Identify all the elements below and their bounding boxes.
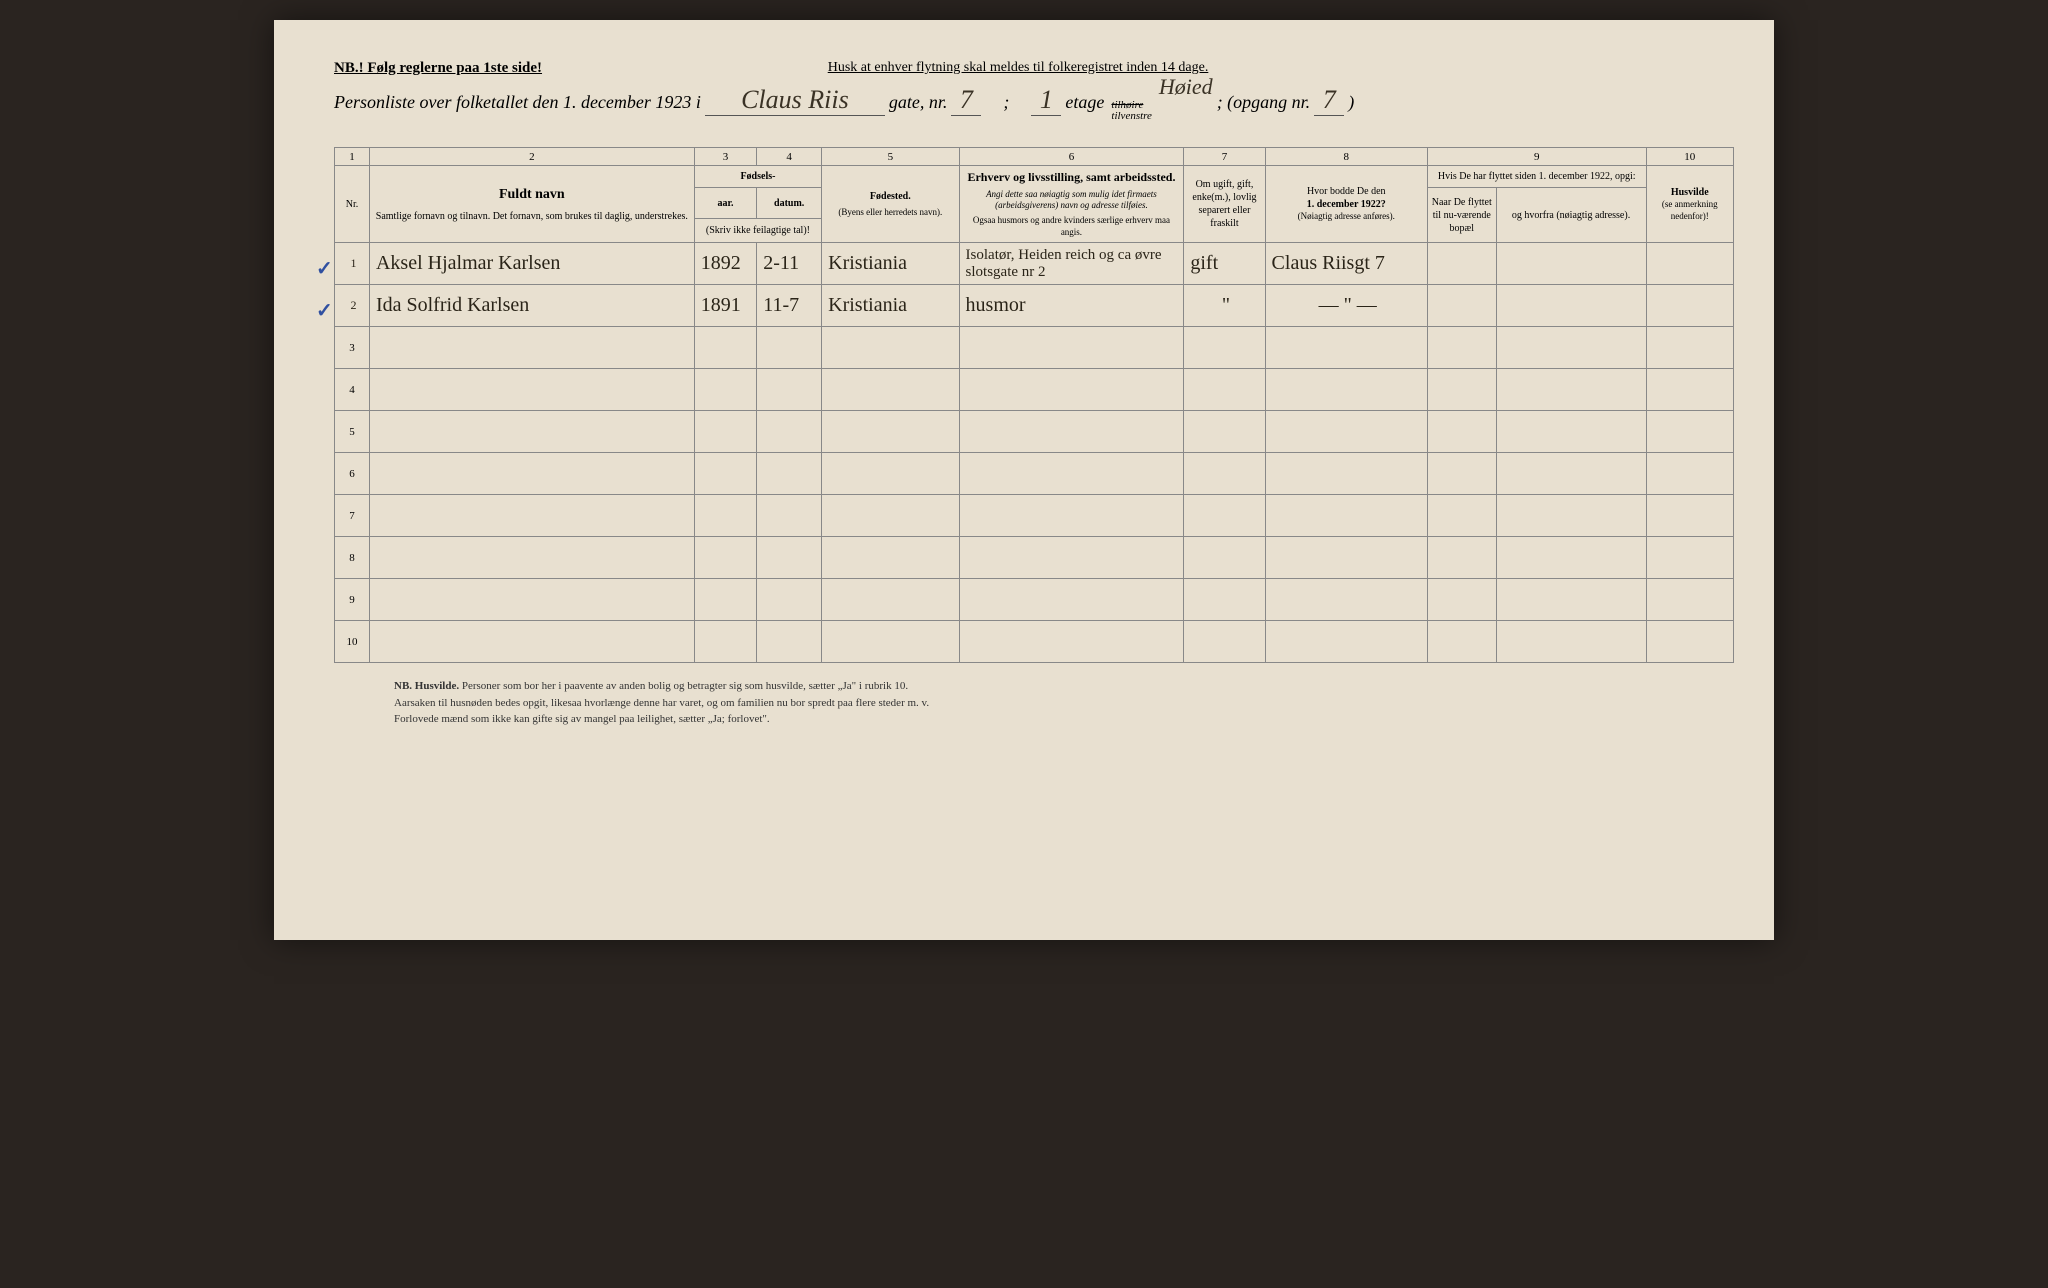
table-row: 4: [335, 369, 1734, 411]
gate-label: gate, nr.: [889, 92, 948, 113]
census-form-page: NB.! Følg reglerne paa 1ste side! Husk a…: [274, 20, 1774, 940]
row-birthplace: Kristiania: [822, 243, 959, 285]
personliste-label: Personliste over folketallet den 1. dece…: [334, 92, 701, 113]
checkmark-icon: ✓: [316, 256, 333, 281]
table-row: 7: [335, 495, 1734, 537]
row-moved2: [1496, 285, 1646, 327]
checkmark-icon: ✓: [316, 298, 333, 323]
col-moved1-header: Naar De flyttet til nu-værende bopæl: [1427, 188, 1496, 243]
house-nr-field: 7: [951, 85, 981, 116]
row-name: Aksel Hjalmar Karlsen: [369, 243, 694, 285]
row-nr: ✓ 1: [335, 243, 370, 285]
row-moved1: [1427, 243, 1496, 285]
etage-label: etage: [1065, 92, 1104, 113]
header-line-2: Personliste over folketallet den 1. dece…: [334, 85, 1734, 122]
husk-instruction: Husk at enhver flytning skal meldes til …: [828, 60, 1209, 77]
street-name-field: Claus Riis: [705, 85, 885, 116]
col-moved2-header: og hvorfra (nøiagtig adresse).: [1496, 188, 1646, 243]
table-row: 3: [335, 327, 1734, 369]
row-nr: ✓ 2: [335, 285, 370, 327]
header-row-1: Nr. Fuldt navn Samtlige fornavn og tilna…: [335, 166, 1734, 188]
col-occupation-header: Erhverv og livsstilling, samt arbeidsste…: [959, 166, 1184, 243]
row-prev1922: — " —: [1265, 285, 1427, 327]
nb-instruction: NB.! Følg reglerne paa 1ste side!: [334, 60, 542, 77]
col-birth-header: Fødsels-: [694, 166, 821, 188]
row-occupation: husmor: [959, 285, 1184, 327]
close-paren: ): [1348, 92, 1354, 113]
row-birthplace: Kristiania: [822, 285, 959, 327]
side-handwritten: Høied: [1159, 74, 1213, 100]
row-prev1922: Claus Riisgt 7: [1265, 243, 1427, 285]
table-row: ✓ 1 Aksel Hjalmar Karlsen 1892 2-11 Kris…: [335, 243, 1734, 285]
table-row: 5: [335, 411, 1734, 453]
row-name: Ida Solfrid Karlsen: [369, 285, 694, 327]
table-row: ✓ 2 Ida Solfrid Karlsen 1891 11-7 Kristi…: [335, 285, 1734, 327]
row-husvilde: [1646, 243, 1734, 285]
col-birthplace-header: Fødested. (Byens eller herredets navn).: [822, 166, 959, 243]
census-table: 1 2 3 4 5 6 7 8 9 10 Nr. Fuldt navn Samt…: [334, 147, 1734, 663]
row-year: 1891: [694, 285, 756, 327]
column-number-row: 1 2 3 4 5 6 7 8 9 10: [335, 148, 1734, 166]
row-year: 1892: [694, 243, 756, 285]
footer-note: NB. Husvilde. Personer som bor her i paa…: [334, 678, 1734, 728]
col-husvilde-header: Husvilde (se anmerkning nedenfor)!: [1646, 166, 1734, 243]
col-prev-header: Hvor bodde De den 1. december 1922? (Nøi…: [1265, 166, 1427, 243]
table-row: 10: [335, 621, 1734, 663]
table-row: 8: [335, 537, 1734, 579]
opgang-field: 7: [1314, 85, 1344, 116]
side-labels: tilhøire tilvenstre: [1111, 100, 1152, 122]
etage-field: 1: [1031, 85, 1061, 116]
row-marital: ": [1184, 285, 1265, 327]
row-occupation: Isolatør, Heiden reich og ca øvre slotsg…: [959, 243, 1184, 285]
row-moved1: [1427, 285, 1496, 327]
row-moved2: [1496, 243, 1646, 285]
opgang-label: ; (opgang nr.: [1217, 92, 1311, 113]
table-row: 9: [335, 579, 1734, 621]
table-row: 6: [335, 453, 1734, 495]
row-date: 2-11: [757, 243, 822, 285]
col-name-header: Fuldt navn Samtlige fornavn og tilnavn. …: [369, 166, 694, 243]
row-husvilde: [1646, 285, 1734, 327]
col-marital-header: Om ugift, gift, enke(m.), lovlig separer…: [1184, 166, 1265, 243]
header-line-1: NB.! Følg reglerne paa 1ste side! Husk a…: [334, 60, 1734, 77]
col-moved-header: Hvis De har flyttet siden 1. december 19…: [1427, 166, 1646, 188]
col-nr-header: Nr.: [335, 166, 370, 243]
row-marital: gift: [1184, 243, 1265, 285]
row-date: 11-7: [757, 285, 822, 327]
